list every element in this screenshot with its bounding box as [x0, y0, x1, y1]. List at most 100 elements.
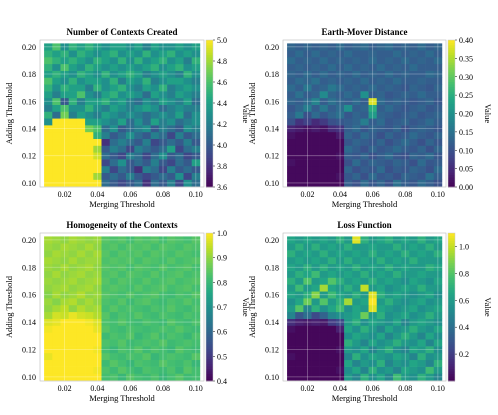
heatmap-cell [44, 152, 53, 160]
heatmap-cell [142, 332, 151, 340]
heatmap-cell [76, 104, 86, 112]
heatmap-cell [60, 50, 69, 58]
heatmap-cell [175, 125, 184, 133]
heatmap-cell [85, 332, 94, 340]
heatmap-cell [295, 373, 304, 381]
heatmap-cell [311, 332, 320, 340]
heatmap-cell [52, 352, 61, 361]
heatmap-cell [433, 111, 443, 119]
heatmap-cell [344, 346, 353, 354]
heatmap-cell [167, 125, 176, 133]
heatmap-cell [287, 118, 296, 126]
heatmap-cell [150, 332, 160, 340]
heatmap-cell [368, 97, 378, 105]
colorbar-segment [206, 106, 213, 109]
heatmap-cell [327, 63, 337, 71]
heatmap-cell [85, 138, 94, 146]
colorbar-segment [448, 267, 455, 271]
heatmap-cell [433, 243, 443, 251]
heatmap-cell [295, 84, 304, 92]
heatmap-cell [384, 145, 394, 153]
heatmap-cell [134, 70, 143, 78]
colorbar-tick-label: 0.6 [217, 328, 227, 337]
heatmap-cell [384, 125, 394, 133]
colorbar-segment [206, 52, 213, 56]
colorbar-segment [206, 353, 213, 357]
heatmap-cell [76, 346, 86, 354]
heatmap-cell [167, 70, 176, 78]
heatmap-cell [368, 125, 378, 133]
heatmap-cell [327, 298, 337, 306]
colorbar-segment [448, 237, 455, 241]
heatmap-cell [335, 165, 345, 174]
heatmap-cell [60, 270, 69, 278]
colorbar-segment [206, 135, 213, 139]
heatmap-cell [327, 57, 337, 65]
colorbar-segment [448, 324, 455, 328]
heatmap-cell [85, 91, 94, 99]
heatmap-cell [401, 145, 410, 153]
heatmap-cell [319, 325, 329, 333]
x-tick-label: 0.04 [90, 384, 104, 393]
heatmap-cell [384, 104, 394, 112]
heatmap-cell [393, 57, 402, 65]
heatmap-cell [126, 111, 135, 119]
heatmap-cell [303, 332, 312, 340]
heatmap-cell [85, 304, 94, 313]
heatmap-cell [191, 311, 201, 319]
heatmap-cell [191, 159, 201, 167]
heatmap-cell [93, 91, 102, 99]
heatmap-cell [327, 152, 337, 160]
heatmap-cell [60, 179, 69, 187]
heatmap-cell [76, 131, 86, 139]
y-tick-label: 0.18 [22, 70, 36, 79]
heatmap-cell [401, 263, 410, 271]
heatmap-cell [352, 270, 361, 278]
heatmap-cell [409, 63, 418, 71]
heatmap-cell [303, 263, 312, 271]
heatmap-cell [44, 243, 53, 251]
heatmap-cell [303, 270, 312, 278]
colorbar-segment [206, 237, 213, 241]
heatmap-cell [117, 84, 127, 92]
heatmap-cell [409, 77, 418, 85]
heatmap-cell [142, 152, 151, 160]
heatmap-cell [134, 304, 143, 313]
colorbar-segment [206, 96, 213, 100]
heatmap-cell [117, 366, 127, 374]
colorbar-segment [206, 101, 213, 105]
heatmap-cell [311, 131, 320, 139]
heatmap-cell [117, 236, 127, 244]
colorbar-segment [448, 277, 455, 281]
heatmap-cell [433, 77, 443, 85]
heatmap-cell [376, 63, 386, 71]
heatmap-cell [183, 352, 192, 361]
heatmap-cell [109, 159, 119, 167]
heatmap-cell [319, 165, 329, 174]
heatmap-cell [433, 172, 443, 180]
heatmap-cell [409, 97, 418, 105]
heatmap-cell [368, 243, 378, 251]
heatmap-cell [376, 159, 386, 167]
colorbar-label: Value [483, 104, 493, 124]
heatmap-cell [409, 291, 418, 299]
heatmap-cell [401, 291, 410, 299]
colorbar-segment [206, 279, 213, 283]
heatmap-cell [60, 152, 69, 160]
heatmap-cell [126, 145, 135, 153]
heatmap-cell [352, 159, 361, 167]
heatmap-cell [393, 70, 402, 78]
heatmap-cell [319, 270, 329, 278]
heatmap-cell [52, 118, 61, 126]
heatmap-cell [134, 91, 143, 99]
colorbar-segment [206, 120, 213, 124]
heatmap-cell [126, 277, 135, 285]
heatmap-cell [287, 263, 296, 271]
heatmap-cell [76, 332, 86, 340]
heatmap-cell [287, 125, 296, 133]
heatmap-cell [142, 50, 151, 58]
heatmap-cell [384, 325, 394, 333]
heatmap-cell [183, 270, 192, 278]
heatmap-cell [175, 138, 184, 146]
colorbar-segment [206, 282, 213, 286]
